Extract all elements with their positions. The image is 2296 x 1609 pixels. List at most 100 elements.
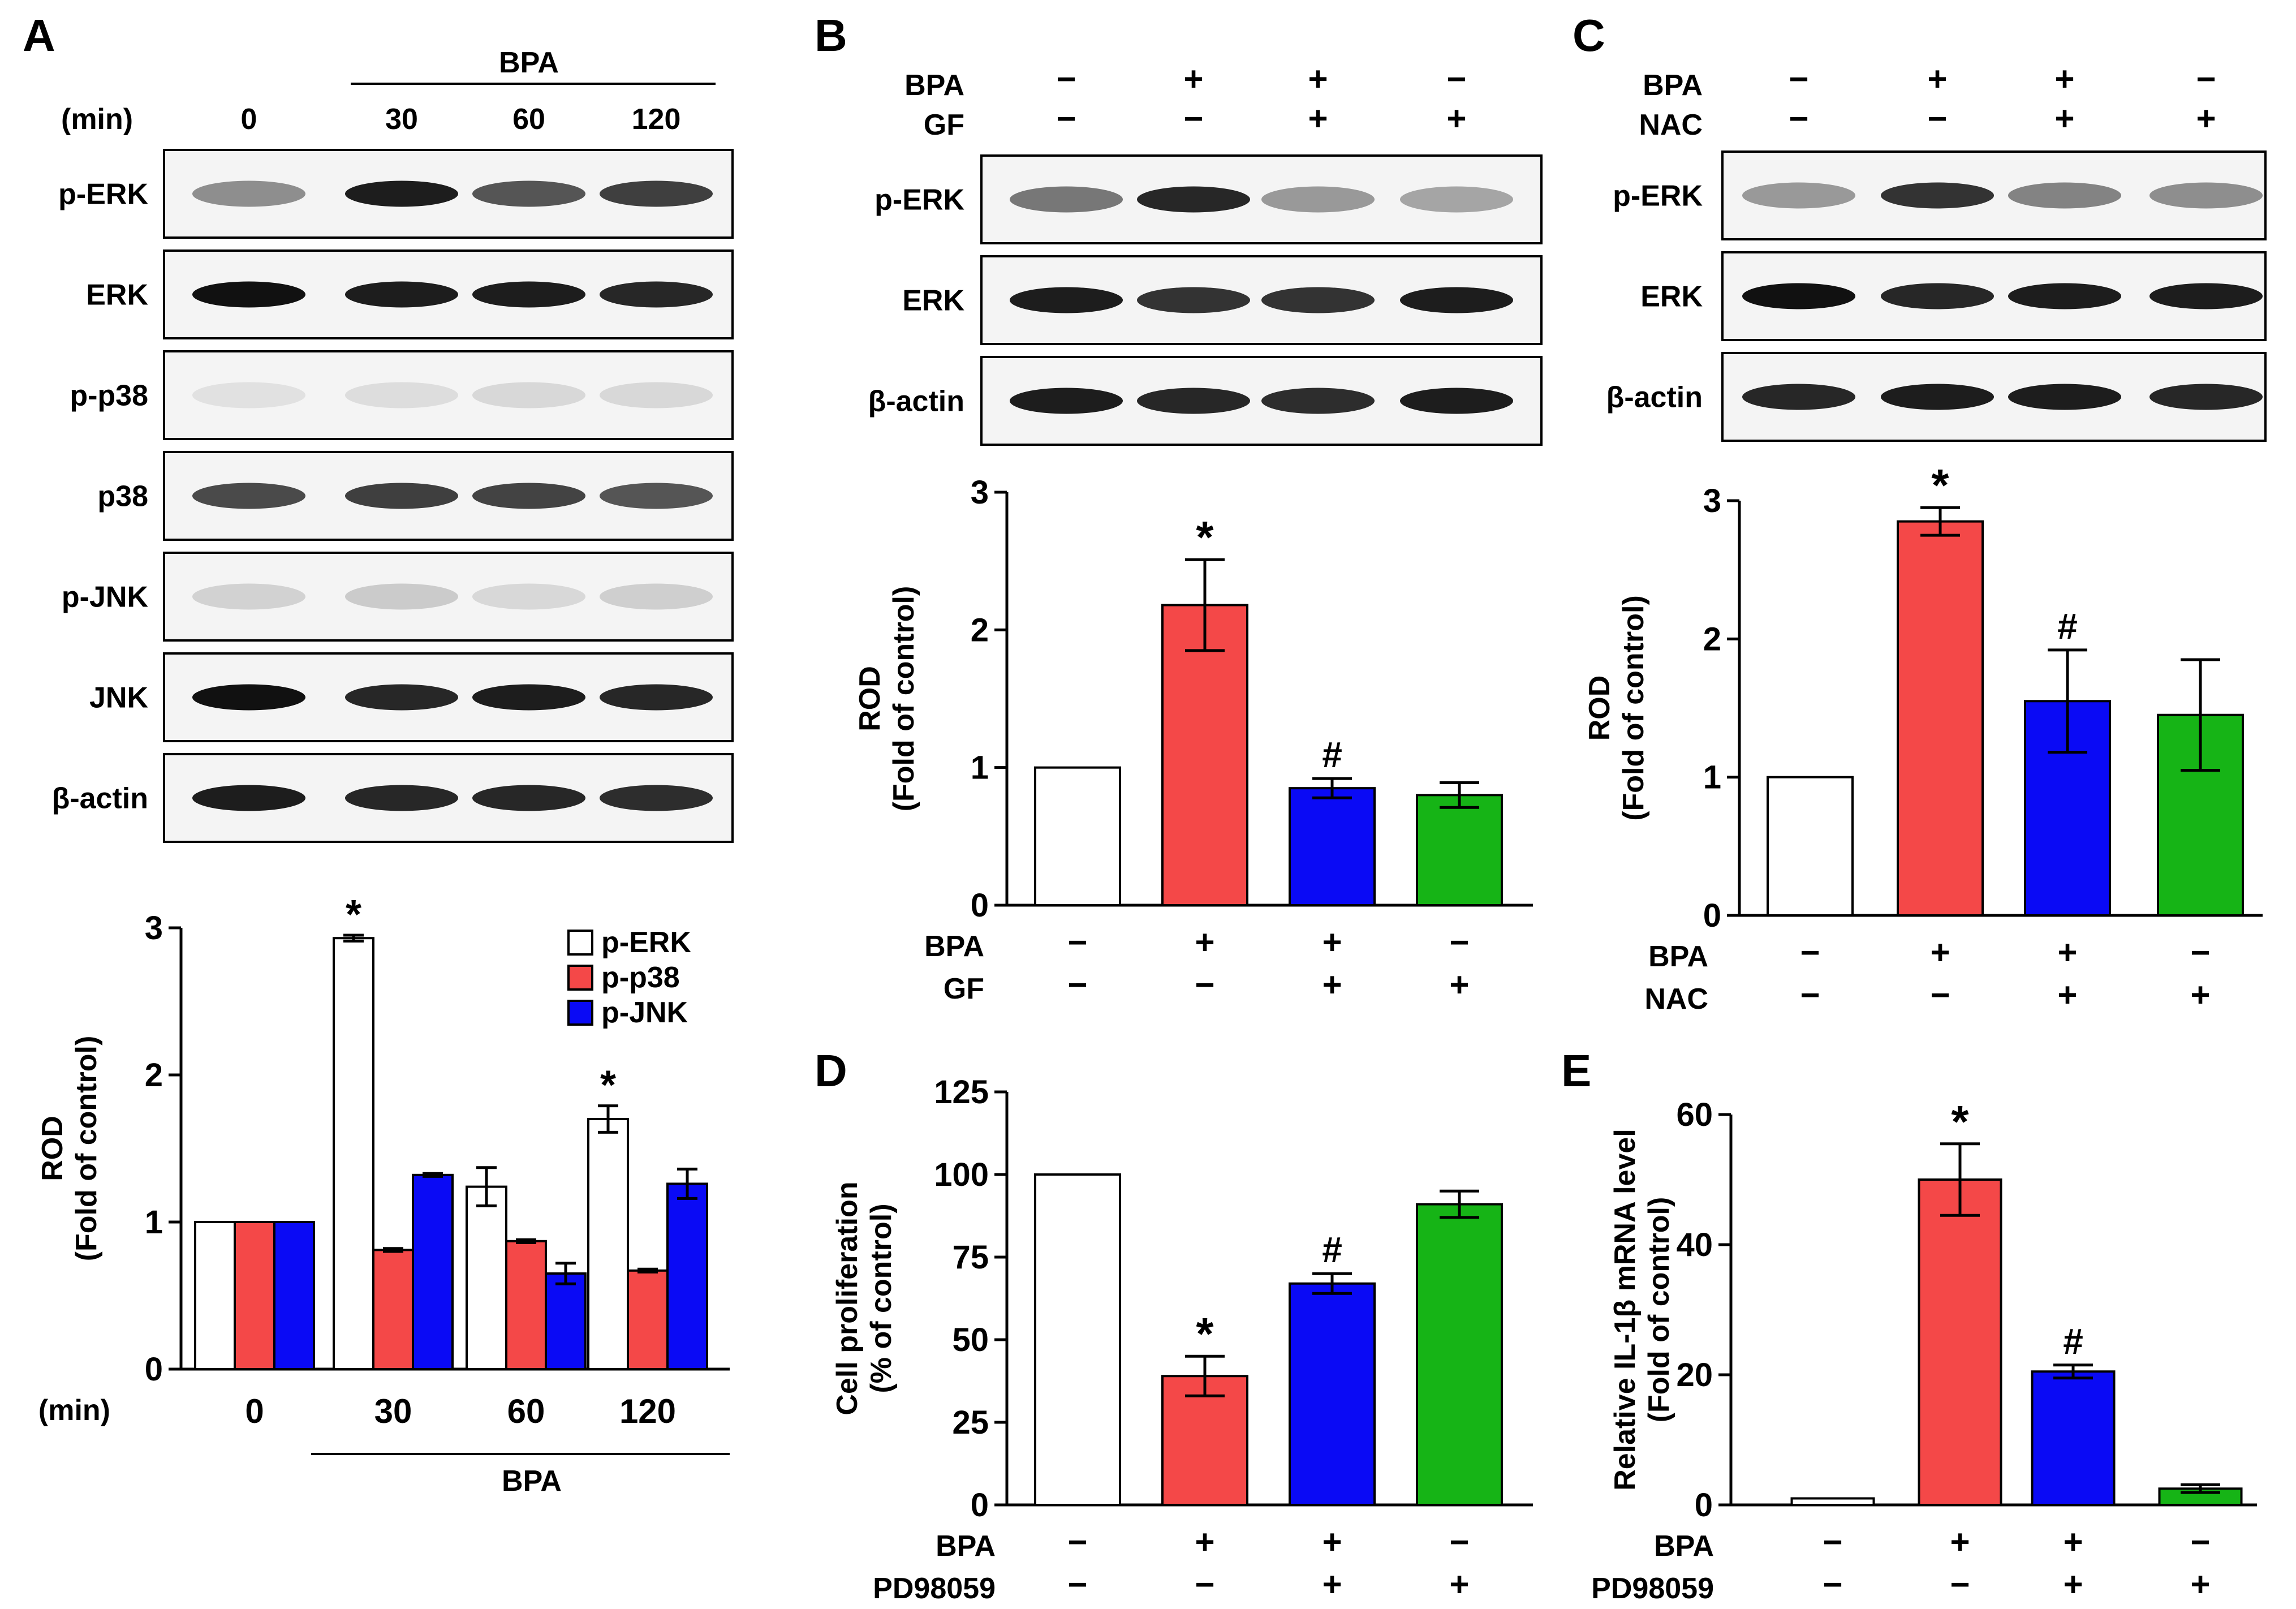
blot-band	[1742, 283, 1855, 309]
treatment-sign: +	[1183, 60, 1203, 98]
y-tick-label: 50	[952, 1322, 989, 1358]
chart-c: 0 1 2 3 ROD (Fold of control) * # BPA − + + − NAC − − + +	[1583, 460, 2263, 1016]
blot-label: ERK	[1640, 281, 1703, 313]
blot-band	[472, 281, 585, 308]
blot-band	[2149, 182, 2263, 209]
bar	[1790, 1497, 1875, 1506]
treatment-sign: +	[1195, 923, 1214, 961]
bar	[333, 937, 374, 1370]
panel-a-lane-labels: 0 30 60 120	[241, 103, 681, 136]
blot-band	[192, 382, 305, 408]
treatment-sign: +	[1322, 1565, 1342, 1603]
treatment-sign: −	[1823, 1523, 1842, 1561]
treatment-sign: +	[1322, 966, 1342, 1004]
y-tick-label: 1	[1703, 759, 1721, 796]
y-axis-label: ROD	[854, 666, 886, 732]
blot-band	[1742, 182, 1855, 209]
blot-band	[345, 382, 458, 408]
treatment-sign: +	[1322, 923, 1342, 961]
blot-band	[1261, 287, 1375, 313]
treatment-sign: +	[1446, 100, 1466, 137]
panel-a-treatment-label: BPA	[499, 46, 559, 79]
significance-mark: *	[1931, 460, 1949, 510]
bar	[194, 1221, 236, 1370]
significance-mark: *	[1196, 1309, 1214, 1359]
blot-band	[2149, 384, 2263, 410]
blot-band	[472, 382, 585, 408]
y-axis-label-2: (Fold of control)	[888, 586, 920, 812]
treatment-sign: +	[1950, 1523, 1970, 1561]
x-tick-label: 60	[507, 1392, 545, 1430]
bar	[1416, 1203, 1503, 1507]
treatment-sign: +	[2196, 100, 2216, 137]
bar	[273, 1221, 315, 1370]
blot-band	[345, 281, 458, 308]
treatment-sign: +	[1449, 1565, 1469, 1603]
y-axis-label: ROD	[1583, 676, 1616, 741]
blot-band	[192, 483, 305, 509]
treatment-sign: −	[1823, 1565, 1842, 1603]
blot-band	[472, 684, 585, 711]
bar	[1897, 520, 1984, 917]
treatment-sign: +	[1930, 933, 1950, 971]
treatment-sign: −	[1183, 100, 1203, 137]
treatment-sign: −	[1800, 933, 1820, 971]
treatment-sign: −	[1446, 60, 1466, 98]
blot-band	[1137, 186, 1250, 213]
y-axis-label: ROD	[36, 1116, 69, 1181]
y-tick-label: 0	[145, 1351, 163, 1388]
bar	[1918, 1178, 2002, 1506]
blot-band	[1137, 287, 1250, 313]
significance-mark: *	[1196, 512, 1214, 562]
blot-strip	[163, 350, 734, 440]
blot-band	[192, 180, 305, 207]
y-tick-label: 100	[934, 1156, 989, 1193]
treatment-label: NAC	[1644, 983, 1708, 1016]
blot-band	[192, 785, 305, 811]
significance-mark: #	[2057, 606, 2078, 647]
blot-label: p38	[97, 480, 148, 513]
panel-b-blots: p-ERK ERK β-actin	[868, 154, 1543, 446]
blot-band	[2008, 283, 2121, 309]
y-tick-label: 75	[952, 1239, 989, 1276]
y-tick-label: 125	[934, 1074, 989, 1111]
chart-b: 0 1 2 3 ROD (Fold of control) * # BPA − + + − GF − − + +	[854, 474, 1533, 1005]
blot-label: p-ERK	[58, 178, 148, 211]
blot-band	[1261, 388, 1375, 414]
bar	[1289, 787, 1376, 906]
blot-band	[472, 180, 585, 207]
significance-mark: #	[2063, 1321, 2083, 1362]
treatment-label: BPA	[904, 69, 964, 102]
lane-label: 120	[632, 103, 681, 136]
treatment-label: PD98059	[873, 1572, 996, 1605]
blot-band	[472, 785, 585, 811]
chart-e: 0 20 40 60 Relative IL-1β mRNA level (Fold of…	[1591, 1096, 2257, 1605]
treatment-label: GF	[944, 973, 984, 1005]
panel-letter-b: B	[815, 10, 847, 61]
blot-label: ERK	[902, 285, 964, 317]
blot-label: β-actin	[1606, 381, 1703, 414]
panel-letter-e: E	[1561, 1046, 1591, 1096]
blot-band	[1881, 384, 1994, 410]
x-tick-label: 120	[619, 1392, 676, 1430]
bar	[505, 1240, 547, 1371]
blot-band	[345, 180, 458, 207]
treatment-sign: −	[2190, 933, 2210, 971]
treatment-sign: +	[1308, 100, 1328, 137]
y-axis-label: Cell proliferation	[831, 1181, 864, 1415]
blot-band	[600, 684, 713, 711]
y-tick-label: 3	[971, 474, 989, 511]
bar	[666, 1182, 708, 1370]
treatment-sign: −	[1789, 60, 1808, 98]
blot-band	[600, 785, 713, 811]
bar	[1034, 766, 1121, 906]
y-axis-label-2: (% of control)	[865, 1203, 898, 1393]
treatment-sign: −	[1789, 100, 1808, 137]
significance-mark: #	[1322, 734, 1342, 775]
blot-band	[1742, 384, 1855, 410]
blot-band	[345, 483, 458, 509]
treatment-label: PD98059	[1591, 1572, 1714, 1605]
y-tick-label: 60	[1676, 1096, 1713, 1133]
blot-label: p-p38	[70, 380, 148, 412]
